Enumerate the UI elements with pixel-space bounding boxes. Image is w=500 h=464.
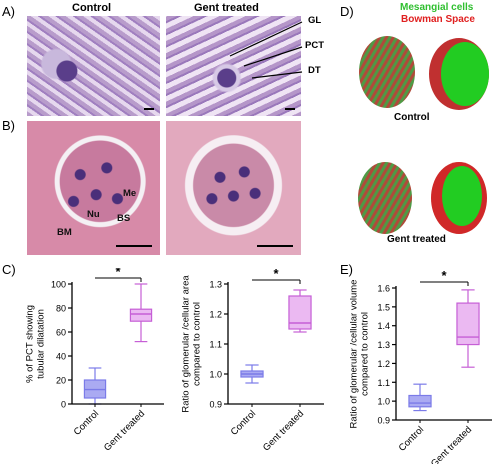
micrograph-b-control: Me Nu BS BM (27, 121, 160, 255)
y-tick-label: 1.2 (377, 359, 390, 369)
y-tick-label: 40 (56, 352, 66, 362)
y-tick-label: 100 (51, 280, 66, 290)
label-nu: Nu (87, 209, 100, 220)
y-axis-label-line: Ratio of glomerular /cellular area (181, 275, 192, 413)
box-control (83, 367, 107, 405)
scale-bar (285, 108, 295, 110)
y-axis-label-line: compared to control (192, 302, 203, 386)
y-tick-label: 1.6 (377, 284, 390, 294)
y-tick-label: 80 (56, 304, 66, 314)
scale-bar (144, 108, 154, 110)
panel-label-c: C) (2, 262, 16, 277)
y-axis-label-line: tubular dilatation (36, 309, 47, 379)
legend-bowman: Bowman Space (401, 14, 475, 25)
y-axis-label: Ratio of glomerular /cellular areacompar… (181, 275, 203, 413)
y-axis-label: Ratio of glomerular /cellular volumecomp… (349, 280, 371, 429)
y-tick-label: 0.9 (377, 416, 390, 426)
y-tick-label: 20 (56, 376, 66, 386)
panel-label-e: E) (340, 262, 353, 277)
scale-bar (116, 245, 152, 247)
x-tick-label: Control (72, 408, 101, 437)
control-mesangial-core (441, 42, 489, 106)
box-iqr (456, 302, 480, 346)
y-axis-label-line: % of PCT showing (25, 305, 36, 383)
label-bm: BM (57, 227, 72, 238)
micrograph-b-gent (166, 121, 301, 255)
y-tick-label: 1.5 (377, 302, 390, 312)
legend-mesangial: Mesangial cells (400, 2, 474, 13)
y-axis-label: % of PCT showingtubular dilatation (25, 305, 47, 383)
significance-star: * (441, 268, 447, 283)
gent-mesangial-core (442, 166, 482, 226)
glomerulus-renders (358, 36, 489, 234)
y-tick-label: 0.9 (209, 400, 222, 410)
micrograph-a-control (27, 16, 160, 116)
control-title: Control (72, 2, 112, 14)
gent-title: Gent treated (194, 2, 259, 14)
y-tick-label: 1.3 (209, 280, 222, 290)
x-tick-label: Gent treated (429, 424, 474, 464)
box-control (240, 364, 264, 384)
x-tick-label: Gent treated (261, 408, 306, 453)
callout-dt: DT (308, 65, 321, 76)
y-tick-label: 1.4 (377, 321, 390, 331)
box-iqr (129, 308, 153, 322)
boxplot-glomerular-area: 0.9 1.0 1.1 1.2 1.3 Ratio of glomerular /cell… (181, 268, 324, 453)
box-gent-treated (456, 289, 480, 368)
panel-label-b: B) (2, 118, 15, 133)
y-tick-label: 1.2 (209, 310, 222, 320)
y-tick-label: 1.1 (377, 378, 390, 388)
box-iqr (288, 295, 312, 330)
x-tick-label: Control (229, 408, 258, 437)
y-tick-label: 1.0 (209, 370, 222, 380)
scale-bar (257, 245, 293, 247)
significance-star: * (273, 268, 279, 281)
callout-pct: PCT (305, 40, 324, 51)
x-tick-label: Control (397, 424, 426, 453)
y-tick-label: 1.1 (209, 340, 222, 350)
x-tick-label: Gent treated (102, 408, 147, 453)
render-gent-label: Gent treated (387, 234, 446, 245)
label-me: Me (123, 188, 137, 199)
y-tick-label: 1.0 (377, 397, 390, 407)
render-control-label: Control (394, 112, 430, 123)
y-tick-label: 0 (61, 400, 66, 410)
gent-glomerulus-surface (358, 162, 412, 234)
boxplot-glomerular-volume: 0.9 1.0 1.1 1.2 1.3 1.4 1.5 1.6 Ratio of glomeru… (349, 268, 492, 464)
box-iqr (408, 394, 432, 408)
panel-label-d: D) (340, 4, 354, 19)
y-axis-label-line: compared to control (360, 312, 371, 396)
control-glomerulus-surface (359, 36, 415, 108)
callout-lines (229, 21, 303, 79)
label-bs: BS (117, 213, 131, 224)
box-control (408, 383, 432, 412)
boxplot-tubular-dilatation: 0 20 40 60 80 100 % of PCT showingtubular dila… (25, 268, 164, 453)
significance-star: * (115, 268, 121, 279)
box-gent-treated (129, 283, 153, 343)
box-gent-treated (288, 289, 312, 333)
y-tick-label: 60 (56, 328, 66, 338)
panel-label-a: A) (2, 4, 15, 19)
y-tick-label: 1.3 (377, 340, 390, 350)
y-axis-label-line: Ratio of glomerular /cellular volume (349, 280, 360, 429)
callout-gl: GL (308, 15, 322, 26)
